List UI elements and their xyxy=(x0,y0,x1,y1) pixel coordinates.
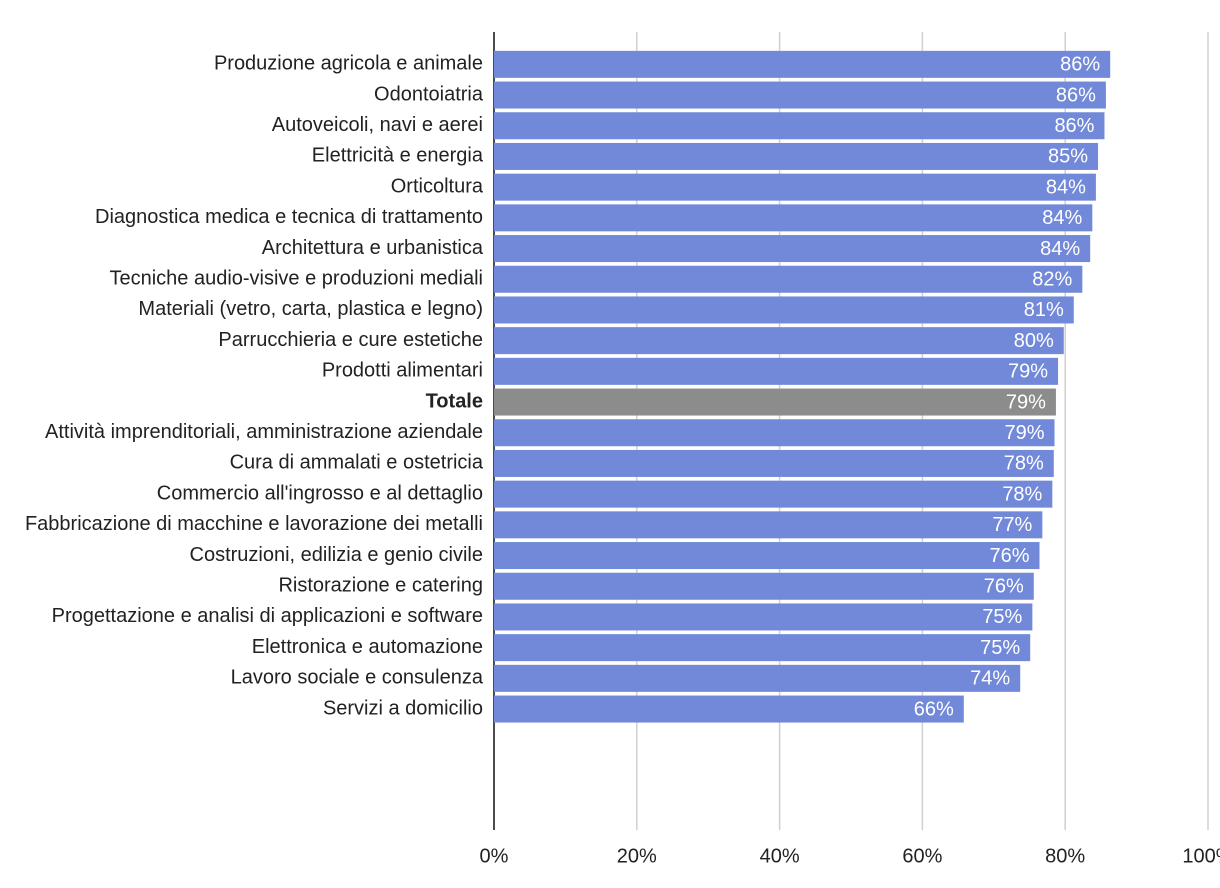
y-tick-label: Materiali (vetro, carta, plastica e legn… xyxy=(138,298,483,320)
y-tick-label: Costruzioni, edilizia e genio civile xyxy=(190,544,483,566)
bar xyxy=(494,357,1059,385)
y-tick-label: Ristorazione e catering xyxy=(278,575,483,597)
bar xyxy=(494,511,1043,539)
bar xyxy=(494,695,964,723)
y-tick-label: Odontoiatria xyxy=(374,83,484,105)
y-tick-label: Autoveicoli, navi e aerei xyxy=(272,114,483,136)
bar xyxy=(494,634,1031,662)
value-label: 86% xyxy=(1056,84,1096,106)
y-tick-label: Servizi a domicilio xyxy=(323,697,483,719)
value-label: 76% xyxy=(984,576,1024,598)
value-label: 79% xyxy=(1006,391,1046,413)
x-tick-label: 80% xyxy=(1045,845,1085,867)
x-tick-label: 40% xyxy=(760,845,800,867)
bar xyxy=(494,173,1096,201)
bar xyxy=(494,572,1034,600)
bar xyxy=(494,142,1099,170)
value-label: 75% xyxy=(980,637,1020,659)
y-tick-label: Cura di ammalati e ostetricia xyxy=(230,452,484,474)
bar xyxy=(494,81,1106,109)
y-tick-label: Lavoro sociale e consulenza xyxy=(231,667,484,689)
y-tick-label: Attività imprenditoriali, amministrazion… xyxy=(45,421,483,443)
bar xyxy=(494,542,1040,570)
bar xyxy=(494,449,1054,477)
bars xyxy=(494,50,1111,723)
bar xyxy=(494,235,1091,263)
y-tick-label: Orticoltura xyxy=(391,175,484,197)
value-label: 78% xyxy=(1002,483,1042,505)
value-label: 78% xyxy=(1004,453,1044,475)
y-tick-label: Prodotti alimentari xyxy=(322,360,483,382)
value-label: 66% xyxy=(914,698,954,720)
value-label: 77% xyxy=(992,514,1032,536)
value-label: 79% xyxy=(1008,361,1048,383)
value-label: 81% xyxy=(1024,299,1064,321)
x-tick-label: 20% xyxy=(617,845,657,867)
x-tick-label: 0% xyxy=(480,845,509,867)
bar xyxy=(494,327,1064,355)
value-label: 75% xyxy=(982,606,1022,628)
labels: 0% 20% 40% 60% 80% 100% Produzione agricola e … xyxy=(25,53,1220,868)
y-tick-label: Parrucchieria e cure estetiche xyxy=(218,329,483,351)
y-tick-label: Architettura e urbanistica xyxy=(262,237,484,259)
bar xyxy=(494,296,1074,324)
bar xyxy=(494,388,1056,416)
value-label: 85% xyxy=(1048,146,1088,168)
value-label: 79% xyxy=(1004,422,1044,444)
y-tick-label: Tecniche audio-visive e produzioni media… xyxy=(109,268,483,290)
value-label: 80% xyxy=(1014,330,1054,352)
y-tick-label: Totale xyxy=(426,390,483,412)
bar xyxy=(494,265,1083,293)
y-tick-label: Elettronica e automazione xyxy=(252,636,483,658)
y-tick-label: Fabbricazione di macchine e lavorazione … xyxy=(25,513,483,535)
value-label: 74% xyxy=(970,668,1010,690)
value-label: 84% xyxy=(1042,207,1082,229)
value-label: 84% xyxy=(1046,176,1086,198)
x-tick-label: 100% xyxy=(1182,845,1220,867)
value-label: 84% xyxy=(1040,238,1080,260)
y-tick-label: Progettazione e analisi di applicazioni … xyxy=(52,605,483,627)
value-label: 82% xyxy=(1032,269,1072,291)
bar xyxy=(494,204,1093,232)
bar xyxy=(494,112,1105,140)
value-label: 76% xyxy=(989,545,1029,567)
y-tick-label: Commercio all'ingrosso e al dettaglio xyxy=(157,482,483,504)
value-label: 86% xyxy=(1054,115,1094,137)
bar xyxy=(494,664,1021,692)
x-tick-label: 60% xyxy=(902,845,942,867)
y-tick-label: Produzione agricola e animale xyxy=(214,53,483,75)
bar xyxy=(494,603,1033,631)
y-tick-label: Elettricità e energia xyxy=(312,145,484,167)
bar xyxy=(494,419,1055,447)
bar xyxy=(494,50,1111,78)
value-label: 86% xyxy=(1060,54,1100,76)
bar xyxy=(494,480,1053,508)
y-tick-label: Diagnostica medica e tecnica di trattame… xyxy=(95,206,483,228)
